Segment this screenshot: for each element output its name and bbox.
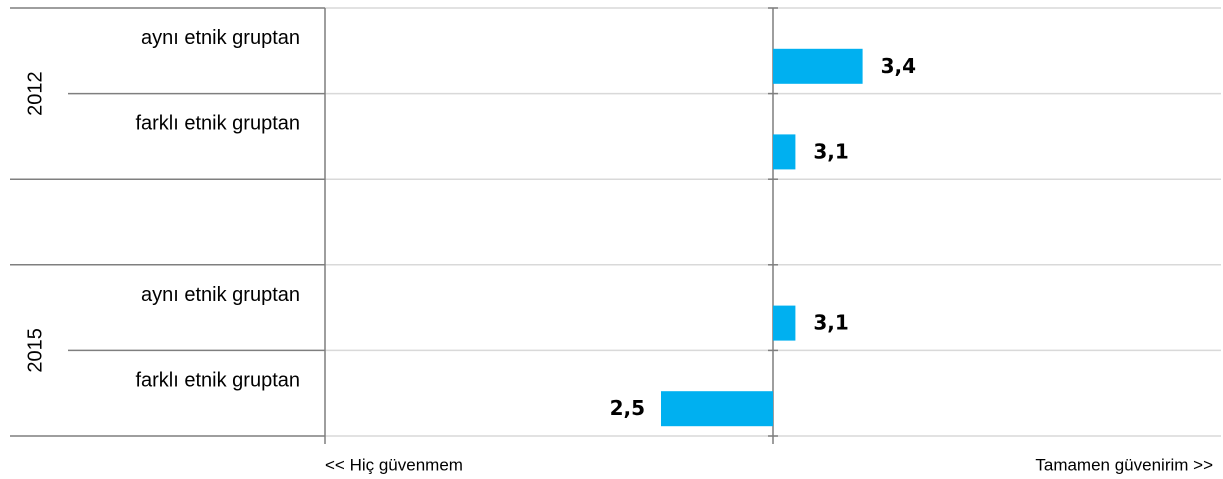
group-label: 2015 [24,328,46,373]
axis-left-label: << Hiç güvenmem [325,455,463,474]
category-label: aynı etnik gruptan [141,27,300,49]
bar [773,134,796,170]
group-label: 2012 [24,71,46,116]
value-label: 3,1 [813,139,848,163]
category-label: aynı etnik gruptan [141,284,300,306]
value-label: 2,5 [610,396,645,420]
category-label: farklı etnik gruptan [135,113,300,135]
bar [773,48,863,84]
value-label: 3,1 [813,311,848,335]
category-label: farklı etnik gruptan [135,369,300,391]
value-label: 3,4 [881,54,916,78]
bar [773,305,796,341]
bar [661,391,773,427]
axis-right-label: Tamamen güvenirim >> [1035,455,1213,474]
